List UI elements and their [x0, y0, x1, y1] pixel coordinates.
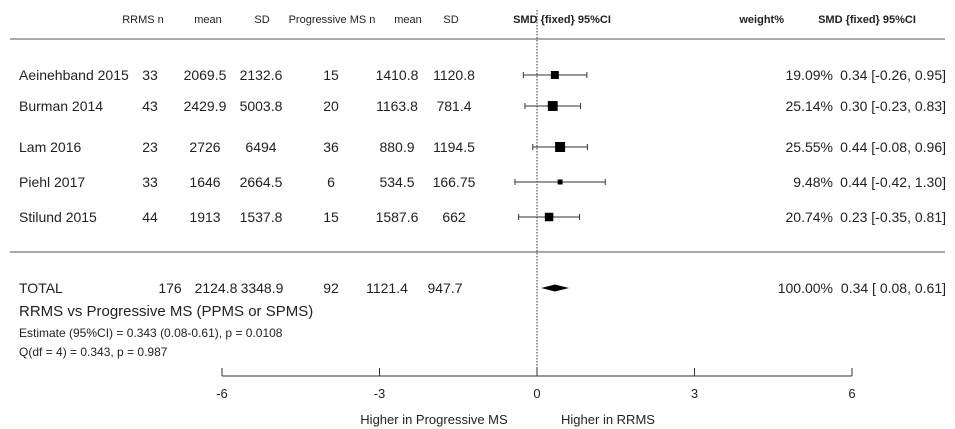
summary-block: RRMS vs Progressive MS (PPMS or SPMS) Es… — [19, 303, 313, 359]
x-tick-label: -6 — [216, 386, 228, 401]
weight-text: 9.48% — [793, 174, 833, 190]
study-row: Lam 2016 23 2726 6494 36 880.9 1194.5 0.44 [-0.… — [19, 139, 946, 155]
cell-rrms-n: 43 — [142, 98, 158, 114]
header-rrms-sd: SD — [254, 14, 269, 26]
header-weight: weight% — [738, 14, 784, 26]
cell-prog-n: 15 — [323, 67, 339, 83]
cell-rrms-n: 23 — [142, 139, 158, 155]
total-smd-ci-text: 0.34 [ 0.08, 0.61] — [841, 280, 946, 296]
cell-study: Lam 2016 — [19, 139, 81, 155]
study-row: Aeinehband 2015 33 2069.5 2132.6 15 1410.8 112… — [19, 67, 946, 83]
x-tick-label: -3 — [374, 386, 386, 401]
smd-ci-text: 0.44 [-0.42, 1.30] — [840, 174, 946, 190]
point-estimate — [550, 71, 559, 79]
cell-prog-n: 20 — [323, 98, 339, 114]
x-tick-label: 0 — [533, 386, 540, 401]
point-estimate — [555, 142, 566, 152]
cell-rrms-sd: 5003.8 — [240, 98, 283, 114]
cell-prog-sd: 1194.5 — [433, 139, 475, 155]
total-row: TOTAL 176 2124.8 3348.9 92 1121.4 947.7 100.00%… — [19, 280, 946, 296]
cell-prog-mean: 1410.8 — [376, 67, 419, 83]
smd-ci-text: 0.30 [-0.23, 0.83] — [840, 98, 946, 114]
cell-study: Piehl 2017 — [19, 174, 85, 190]
cell-study: Aeinehband 2015 — [19, 67, 129, 83]
cell-prog-mean: 1587.6 — [376, 209, 419, 225]
cell-rrms-mean: 2726 — [189, 139, 220, 155]
smd-ci-text: 0.44 [-0.08, 0.96] — [840, 139, 946, 155]
summary-estimate: Estimate (95%CI) = 0.343 (0.08-0.61), p … — [19, 326, 283, 340]
cell-rrms-sd: 2664.5 — [240, 174, 283, 190]
cell-prog-n: 15 — [323, 209, 339, 225]
total-weight-text: 100.00% — [778, 280, 833, 296]
point-estimate — [547, 101, 558, 111]
header-prog-mean: mean — [394, 14, 422, 26]
x-axis: -6 -3 0 3 6 — [216, 368, 856, 401]
cell-prog-sd: 1120.8 — [433, 67, 475, 83]
cell-rrms-sd: 6494 — [245, 139, 276, 155]
header-rrms-n: RRMS n — [122, 14, 164, 26]
cell-prog-mean: 880.9 — [379, 139, 414, 155]
total-cell-rrms-n: 176 — [158, 280, 182, 296]
smd-ci-text: 0.34 [-0.26, 0.95] — [840, 67, 946, 83]
total-cell-rrms-mean: 2124.8 — [195, 280, 238, 296]
cell-prog-mean: 1163.8 — [376, 98, 418, 114]
cell-rrms-n: 33 — [142, 174, 158, 190]
header-prog-sd: SD — [443, 14, 458, 26]
x-tick-label: 3 — [691, 386, 698, 401]
header-smd-plot: SMD {fixed} 95%CI — [513, 14, 611, 26]
cell-prog-n: 6 — [327, 174, 335, 190]
weight-text: 25.14% — [786, 98, 833, 114]
smd-ci-text: 0.23 [-0.35, 0.81] — [840, 209, 946, 225]
column-headers: RRMS n mean SD Progressive MS n mean SD … — [122, 14, 916, 26]
weight-text: 19.09% — [786, 67, 833, 83]
cell-rrms-n: 44 — [142, 209, 158, 225]
cell-rrms-n: 33 — [142, 67, 158, 83]
header-smd-ci: SMD {fixed} 95%CI — [818, 14, 916, 26]
weight-text: 25.55% — [786, 139, 833, 155]
header-rrms-mean: mean — [194, 14, 222, 26]
cell-rrms-sd: 2132.6 — [240, 67, 283, 83]
cell-rrms-sd: 1537.8 — [240, 209, 283, 225]
cell-rrms-mean: 1913 — [189, 209, 220, 225]
cell-rrms-mean: 2429.9 — [184, 98, 227, 114]
cell-prog-sd: 781.4 — [436, 98, 471, 114]
cell-study: Burman 2014 — [19, 98, 103, 114]
total-cell-prog-sd: 947.7 — [427, 280, 462, 296]
cell-prog-sd: 662 — [442, 209, 466, 225]
weight-text: 20.74% — [786, 209, 833, 225]
total-cell-prog-n: 92 — [323, 280, 339, 296]
cell-rrms-mean: 1646 — [189, 174, 220, 190]
total-cell-rrms-sd: 3348.9 — [241, 280, 284, 296]
point-estimate — [557, 179, 563, 185]
direction-left-label: Higher in Progressive MS — [360, 412, 508, 427]
cell-study: Stilund 2015 — [19, 209, 97, 225]
x-tick-label: 6 — [848, 386, 855, 401]
direction-right-label: Higher in RRMS — [561, 412, 655, 427]
total-cell-study: TOTAL — [19, 280, 63, 296]
pooled-diamond — [541, 284, 570, 292]
cell-prog-mean: 534.5 — [379, 174, 414, 190]
study-rows: Aeinehband 2015 33 2069.5 2132.6 15 1410.8 112… — [19, 67, 946, 225]
point-estimate — [544, 212, 554, 222]
cell-prog-sd: 166.75 — [433, 174, 476, 190]
study-row: Piehl 2017 33 1646 2664.5 6 534.5 166.75 0.44 [… — [19, 174, 946, 190]
total-cell-prog-mean: 1121.4 — [366, 280, 408, 296]
header-prog-n: Progressive MS n — [289, 14, 376, 26]
cell-prog-n: 36 — [323, 139, 339, 155]
study-row: Burman 2014 43 2429.9 5003.8 20 1163.8 781.4 0.… — [19, 98, 946, 114]
study-row: Stilund 2015 44 1913 1537.8 15 1587.6 662 0.23 … — [19, 209, 946, 225]
summary-heterogeneity: Q(df = 4) = 0.343, p = 0.987 — [19, 345, 168, 359]
cell-rrms-mean: 2069.5 — [184, 67, 227, 83]
summary-title: RRMS vs Progressive MS (PPMS or SPMS) — [19, 303, 313, 320]
